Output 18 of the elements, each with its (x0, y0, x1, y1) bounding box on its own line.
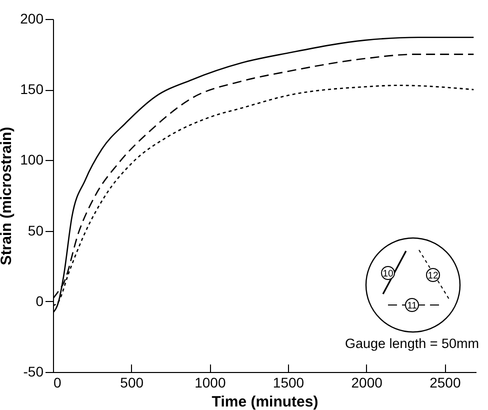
y-tick-label: 100 (20, 152, 44, 168)
text: 11 (407, 300, 417, 312)
x-tick-label: 500 (120, 374, 144, 390)
y-tick-label: 0 (36, 292, 44, 309)
x-axis-title: Time (minutes) (212, 394, 318, 410)
x-tick-label: 2500 (430, 374, 461, 390)
y-tick-label: 200 (20, 10, 44, 26)
x-tick-label: 2000 (351, 374, 383, 390)
y-axis-title: Strain (microstrain) (0, 126, 16, 266)
annotation: Gauge length = 50mm (345, 336, 479, 351)
y-tick-label: 50 (28, 222, 44, 238)
text: 12 (428, 270, 438, 282)
x-tick-label: 1500 (272, 374, 304, 390)
y-tick-label: -50 (23, 364, 44, 380)
y-tick-label: 150 (20, 81, 44, 98)
text: 10 (382, 268, 394, 280)
x-tick-label: 0 (54, 374, 62, 390)
x-tick-label: 1000 (194, 374, 226, 390)
